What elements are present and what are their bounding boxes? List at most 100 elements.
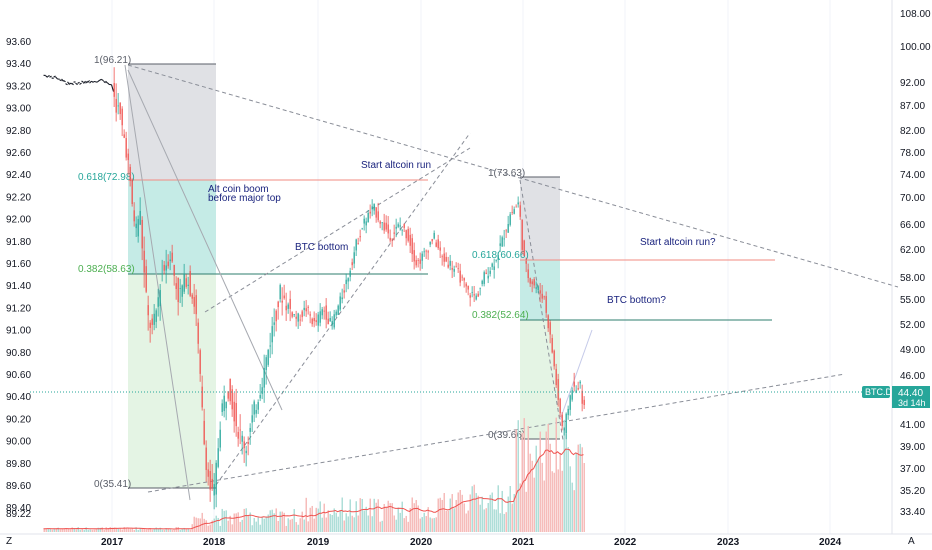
candle-body [523,240,525,256]
price-segment [107,82,110,86]
candle-body [291,312,293,317]
candle-body [403,224,405,228]
candle-body [245,450,247,454]
volume-bar [511,503,513,532]
candle-body [393,232,395,234]
right-tick-label: 35.20 [900,486,925,497]
time-axis[interactable]: 2017 2018 2019 2020 2021 2022 2023 2024 [101,537,842,548]
candle-body [339,296,341,310]
axis-corner-right[interactable]: A [908,536,915,547]
volume-bar [339,510,341,532]
volume-bar [165,528,167,532]
candle-body [389,237,391,241]
candle-body [539,290,541,294]
candle-body [153,313,155,325]
price-segment [63,79,66,83]
axis-corner-left[interactable]: Z [6,536,12,547]
fib-retracement-b[interactable]: 1(73.63) 0.618(60.66) 0.382(52.64) 0(39.… [472,168,775,441]
candle-body [479,287,481,289]
volume-bar [343,520,345,532]
volume-bar [89,529,91,532]
volume-bar [57,527,59,532]
volume-bar [155,527,157,532]
volume-bar [453,508,455,532]
volume-bar [195,517,197,532]
candle-body [437,239,439,249]
x-tick-label: 2017 [101,537,124,548]
volume-bar [239,521,241,532]
candle-body [133,210,135,222]
volume-bar [507,496,509,532]
annotations: Alt coin boom before major top BTC botto… [208,160,716,306]
candle-body [171,252,173,262]
candle-body [261,387,263,394]
volume-bar [465,513,467,532]
left-price-axis[interactable]: 93.60 93.40 93.20 93.00 92.80 92.60 92.40 92.20… [6,37,31,520]
volume-bar [413,503,415,532]
volume-bar [79,529,81,532]
candle-body [365,221,367,226]
candle-body [537,286,539,291]
volume-bar [417,505,419,532]
volume-bar [403,518,405,532]
candle-body [519,205,521,217]
volume-bar [489,494,491,532]
price-badge-bg [892,386,930,408]
trendline-channel-upper [215,132,471,486]
volume-bar [539,431,541,532]
right-tick-label: 62.00 [900,245,925,256]
volume-bar [291,518,293,532]
candle-body [267,349,269,365]
volume-bar [513,493,515,532]
candle-body [435,242,437,247]
trendline-support [147,373,846,493]
candle-body [223,395,225,412]
candle-body [469,295,471,298]
candle-body [229,378,231,402]
candle-body [545,296,547,313]
candle-body [421,253,423,261]
price-candles[interactable] [43,67,585,510]
candle-body [185,278,187,287]
candle-body [505,230,507,232]
candle-body [235,402,237,427]
candle-body [271,326,273,343]
volume-bar [51,529,53,532]
volume-bar [263,518,265,532]
candle-body [151,318,153,325]
volume-bar [125,528,127,532]
volume-bar [325,517,327,532]
volume-bar [545,431,547,532]
right-tick-label: 49.00 [900,345,925,356]
volume-bar [449,498,451,532]
right-tick-label: 58.00 [900,273,925,284]
right-price-axis[interactable]: 108.00 100.00 92.00 87.00 82.00 78.00 74.00 70.… [900,9,931,518]
volume-bar [277,520,279,532]
left-tick-label: 89.22 [6,509,31,520]
volume-bar [47,528,49,532]
fib-retracement-a[interactable]: 1(96.21) 0.618(72.98) 0.382(58.63) 0(35.… [78,55,428,490]
candle-body [513,209,515,214]
volume-bar [553,472,555,532]
candle-body [173,264,175,276]
volume-bar [457,492,459,532]
volume-bar [143,528,145,532]
volume-bar [391,503,393,532]
candle-body [233,401,235,422]
trendlines[interactable] [124,64,899,501]
candle-body [493,266,495,270]
candle-body [525,261,527,264]
candle-body [471,291,473,293]
volume-bar [95,528,97,532]
volume-bar [255,521,257,532]
price-segment [51,77,54,80]
volume-bar [333,508,335,532]
price-segment [83,80,86,84]
volume-bar [381,520,383,532]
candle-body [485,272,487,275]
volume-bar [397,507,399,532]
volume-bar [491,492,493,532]
candle-body [301,311,303,318]
candle-body [447,264,449,268]
